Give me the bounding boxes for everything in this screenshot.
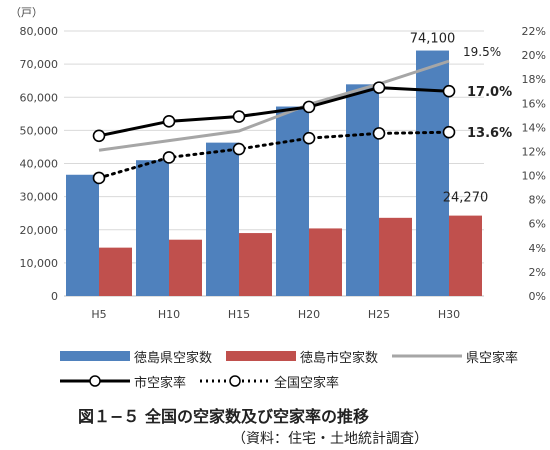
data-label: 17.0%: [467, 85, 512, 100]
bar: [449, 215, 482, 296]
bar: [99, 247, 132, 296]
bars: [66, 50, 482, 297]
legend-swatch-dotted-line: [200, 375, 271, 387]
series-marker: [442, 125, 456, 139]
legend-swatch-gray-line: [392, 354, 463, 358]
right-tick-label: 18%: [522, 73, 546, 86]
bar: [206, 142, 239, 296]
right-tick-label: 14%: [522, 121, 546, 134]
series-line: [97, 130, 451, 180]
legend-row-2: 市空家率 全国空家率: [60, 370, 353, 392]
x-tick-label: H25: [368, 308, 390, 321]
left-tick-label: 10,000: [20, 257, 59, 270]
series-marker: [372, 81, 386, 94]
legend-swatch-red: [226, 351, 297, 361]
series-marker: [442, 84, 456, 98]
legend-item-pref-rate: 県空家率: [392, 347, 518, 366]
left-tick-label: 50,000: [20, 124, 59, 137]
series-marker: [302, 100, 316, 114]
legend-label: 徳島県空家数: [134, 350, 213, 366]
series-marker: [232, 142, 246, 156]
left-tick-label: 60,000: [20, 91, 59, 104]
right-tick-label: 12%: [522, 145, 546, 158]
bar: [379, 217, 412, 296]
data-label: 19.5%: [463, 45, 501, 59]
data-label: 74,100: [410, 32, 456, 47]
left-axis-ticks: 0 10,000 20,000 30,000 40,000 50,000 60,000 70,…: [20, 25, 59, 303]
x-tick-label: H20: [298, 308, 320, 321]
lines: [97, 59, 451, 180]
data-label: 13.6%: [467, 126, 512, 141]
legend-label: 市空家率: [134, 375, 187, 391]
left-tick-label: 20,000: [20, 224, 59, 237]
series-line: [98, 59, 450, 152]
right-tick-label: 16%: [522, 97, 546, 110]
grid: [64, 30, 484, 297]
right-tick-label: 0%: [529, 290, 546, 303]
x-tick-label: H5: [91, 308, 106, 321]
series-marker: [162, 151, 176, 164]
x-tick-label: H10: [158, 308, 180, 321]
legend-label: 徳島市空家数: [300, 350, 379, 366]
legend-row-1: 徳島県空家数 徳島市空家数 県空家率: [60, 345, 532, 367]
left-tick-label: 30,000: [20, 191, 59, 204]
bar: [239, 233, 272, 296]
series-marker: [372, 127, 386, 140]
left-tick-label: 80,000: [20, 25, 59, 38]
series-marker: [92, 129, 106, 143]
data-label: 24,270: [443, 191, 489, 206]
legend-label: 全国空家率: [274, 375, 340, 391]
legend-swatch-blue: [60, 351, 130, 361]
right-tick-label: 20%: [522, 49, 546, 62]
right-tick-label: 22%: [522, 25, 546, 38]
figure-source: （資料：住宅・土地統計調査）: [232, 431, 428, 447]
left-tick-label: 0: [51, 290, 58, 303]
right-tick-label: 10%: [522, 170, 546, 183]
legend-item-city-rate: 市空家率: [60, 372, 186, 391]
bar: [169, 239, 202, 296]
figure-caption: 図１−５ 全国の空家数及び空家率の推移: [78, 407, 369, 426]
bar: [136, 160, 169, 296]
series-marker: [162, 115, 176, 128]
legend-label: 県空家率: [466, 350, 519, 366]
right-tick-label: 2%: [529, 266, 546, 279]
bar: [66, 174, 99, 296]
legend-item-national-rate: 全国空家率: [200, 372, 339, 391]
series-marker: [232, 110, 246, 123]
legend-swatch-black-line: [60, 375, 130, 387]
bar: [309, 228, 342, 296]
right-axis-ticks: 0% 2% 4% 6% 8% 10% 12% 14% 16% 18% 20% 22%: [522, 25, 546, 303]
right-tick-label: 6%: [529, 218, 546, 231]
left-axis-unit: （戸）: [10, 6, 43, 19]
markers: [92, 81, 456, 185]
x-tick-label: H30: [438, 308, 460, 321]
right-tick-label: 8%: [529, 194, 546, 207]
bar: [346, 84, 379, 296]
x-tick-label: H15: [228, 308, 250, 321]
left-tick-label: 70,000: [20, 58, 59, 71]
legend-item-pref-count: 徳島県空家数: [60, 347, 212, 366]
annotations: 74,100 24,270 19.5% 17.0% 13.6%: [410, 32, 512, 206]
series-marker: [92, 171, 106, 185]
series-marker: [302, 131, 316, 145]
chart: 0 10,000 20,000 30,000 40,000 50,000 60,000 70,…: [10, 6, 546, 321]
right-tick-label: 4%: [529, 242, 546, 255]
series-line: [98, 86, 450, 138]
legend-item-city-count: 徳島市空家数: [226, 347, 378, 366]
left-tick-label: 40,000: [20, 158, 59, 171]
x-axis-ticks: H5 H10 H15 H20 H25 H30: [91, 308, 460, 321]
